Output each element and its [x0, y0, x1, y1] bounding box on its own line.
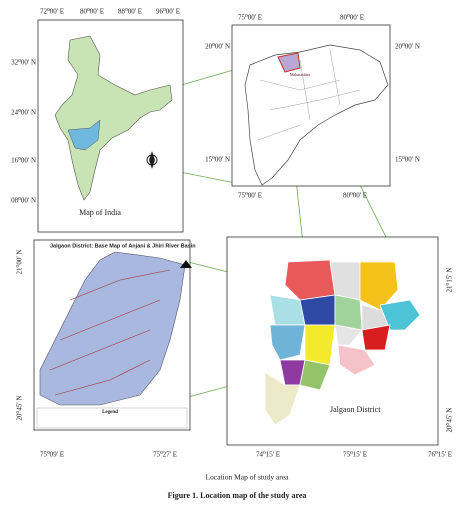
latitude-label: 21⁰15' N — [446, 268, 454, 293]
india-shape — [54, 35, 173, 201]
district — [361, 324, 391, 351]
longitude-label: 75⁰00' E — [238, 14, 262, 22]
longitude-label: 80⁰00' E — [80, 8, 104, 16]
district-lines — [257, 49, 361, 141]
district — [269, 324, 306, 361]
longitude-label: 75⁰00' E — [238, 192, 262, 200]
longitude-label: 96⁰00' E — [156, 8, 180, 16]
india-map: 72⁰00' E 80⁰00' E 88⁰00' E 96⁰00' E 32⁰0… — [11, 8, 184, 233]
latitude-label: 15⁰00' N — [205, 156, 230, 164]
longitude-label: 75⁰09' E — [40, 451, 64, 459]
district — [359, 261, 399, 311]
basin-map: Jalgaon District: Base Map of Anjani & J… — [16, 239, 196, 459]
latitude-label: 20⁰00' N — [395, 43, 420, 51]
map-title: Jalgaon District: Base Map of Anjani & J… — [50, 243, 196, 249]
legend-box — [36, 407, 188, 429]
longitude-label: 88⁰00' E — [118, 8, 142, 16]
longitude-label: 80⁰00' E — [340, 14, 364, 22]
latitude-label: 20⁰45' N — [446, 408, 454, 433]
maharashtra-map: Maharashtra 75⁰00' E 80⁰00' E 20⁰00' N 1… — [205, 14, 420, 200]
latitude-label: 15⁰00' N — [395, 156, 420, 164]
map-label: Jalgaon District — [330, 405, 381, 414]
district — [334, 324, 363, 346]
north-arrow — [146, 151, 158, 169]
longitude-label: 75⁰27' E — [153, 451, 177, 459]
map-label: Map of India — [79, 208, 121, 217]
jalgaon-map: Jalgaon District 21⁰15' N 20⁰45' N 74⁰15… — [226, 236, 454, 459]
maharashtra-highlight — [67, 119, 101, 151]
subcaption: Location Map of study area — [206, 473, 290, 482]
district — [304, 324, 336, 366]
district — [334, 294, 363, 331]
latitude-label: 24⁰00' N — [11, 109, 36, 117]
latitude-label: 20⁰45' N — [16, 396, 24, 421]
district — [337, 344, 376, 376]
district — [299, 294, 336, 326]
longitude-label: 76⁰15' E — [428, 451, 452, 459]
figure-caption: Figure 1. Location map of the study area — [168, 491, 307, 500]
district — [329, 261, 361, 301]
district — [264, 371, 301, 426]
longitude-label: 72⁰00' E — [40, 8, 64, 16]
state-outline — [244, 44, 389, 186]
jalgaon-highlight — [277, 52, 301, 73]
state-label: Maharashtra — [290, 72, 310, 77]
north-arrow — [180, 260, 192, 268]
longitude-label: 75⁰15' E — [343, 451, 367, 459]
basin-area — [39, 251, 186, 406]
latitude-label: 21⁰00' N — [16, 250, 24, 275]
drainage — [49, 269, 171, 396]
latitude-label: 32⁰00' N — [11, 59, 36, 67]
legend-title: Legend — [102, 410, 118, 415]
latitude-label: 20⁰00' N — [205, 43, 230, 51]
longitude-label: 74⁰15' E — [256, 451, 280, 459]
longitude-label: 80⁰00' E — [343, 192, 367, 200]
latitude-label: 08⁰00' N — [11, 197, 36, 205]
district — [299, 359, 331, 391]
latitude-label: 16⁰00' N — [11, 157, 36, 165]
